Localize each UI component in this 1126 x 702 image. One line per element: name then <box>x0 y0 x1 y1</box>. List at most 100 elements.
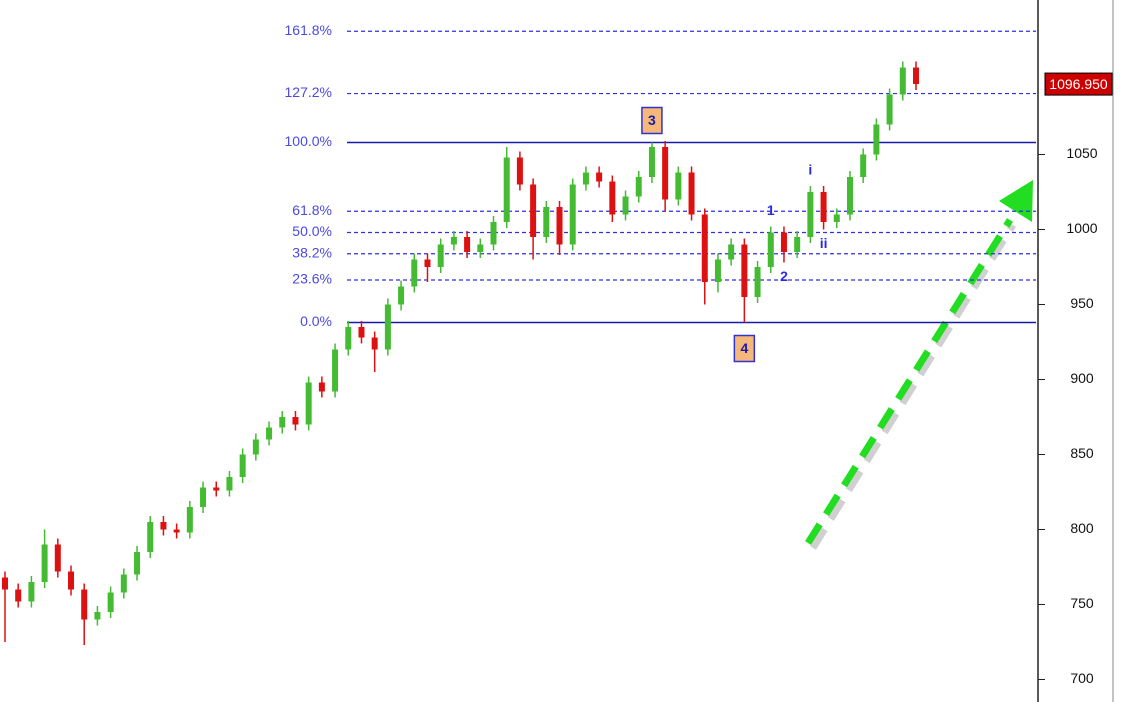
candle <box>833 208 840 228</box>
candle <box>807 186 814 243</box>
candle <box>728 238 735 266</box>
wave-label: 3 <box>648 112 656 128</box>
fib-label: 61.8% <box>292 202 332 218</box>
candle-body <box>860 154 867 177</box>
candle <box>569 178 576 251</box>
candle <box>384 298 391 356</box>
candle <box>28 576 35 608</box>
wave-label: 1 <box>767 202 775 218</box>
candle-body <box>820 192 827 222</box>
y-tick-label: 800 <box>1070 520 1094 536</box>
candle-body <box>622 196 629 215</box>
y-tick-label: 1000 <box>1066 220 1097 236</box>
wave-label: i <box>808 162 812 178</box>
y-tick-label: 850 <box>1070 445 1094 461</box>
candle <box>860 148 867 183</box>
fib-label: 38.2% <box>292 244 332 260</box>
candle-body <box>213 487 220 491</box>
candle <box>662 141 669 212</box>
candle <box>279 411 286 434</box>
candle <box>226 471 233 497</box>
candle-body <box>609 181 616 215</box>
candle <box>213 481 220 497</box>
fib-label: 50.0% <box>292 223 332 239</box>
candle-body <box>200 487 207 507</box>
candle-body <box>767 232 774 267</box>
y-tick-label: 900 <box>1070 370 1094 386</box>
candle-body <box>437 244 444 267</box>
candle <box>780 226 787 263</box>
y-tick-label: 750 <box>1070 595 1094 611</box>
candle-body <box>15 589 22 602</box>
candle-body <box>147 522 154 552</box>
candle <box>2 571 8 642</box>
candle <box>794 231 801 258</box>
arrow-shaft <box>805 218 1013 545</box>
candle <box>490 216 497 251</box>
candle <box>464 231 471 258</box>
candle <box>754 261 761 303</box>
candle <box>675 166 682 206</box>
candle-body <box>833 214 840 222</box>
candle-body <box>305 382 312 425</box>
candle-body <box>173 529 180 533</box>
candle <box>622 190 629 221</box>
candle-body <box>41 544 48 582</box>
candle-body <box>569 184 576 245</box>
candle-body <box>2 577 8 590</box>
candle <box>516 151 523 191</box>
candle-body <box>516 157 523 185</box>
fib-label: 161.8% <box>285 22 332 38</box>
y-tick-label: 950 <box>1070 295 1094 311</box>
candle-body <box>252 439 259 455</box>
candle <box>543 201 550 243</box>
candle-body <box>701 214 708 282</box>
candle <box>332 343 339 398</box>
candle-body <box>807 192 814 237</box>
candle-body <box>345 327 352 350</box>
fib-label: 100.0% <box>285 133 332 149</box>
candle-body <box>279 417 286 428</box>
candle <box>68 565 75 596</box>
candle <box>913 61 919 90</box>
candle-body <box>490 222 497 245</box>
candle <box>107 586 114 618</box>
wave-label: 4 <box>740 340 748 356</box>
fib-label: 0.0% <box>300 313 332 329</box>
candle-body <box>160 522 167 530</box>
candle-body <box>68 571 75 590</box>
candle <box>54 538 61 578</box>
candle <box>741 238 748 323</box>
candle <box>767 226 774 273</box>
candle-body <box>358 327 365 338</box>
candle <box>714 253 721 293</box>
candle <box>15 583 22 608</box>
candle <box>186 501 193 539</box>
candle-body <box>107 592 114 612</box>
candle-body <box>530 184 537 237</box>
candle <box>41 529 48 588</box>
candle-body <box>424 259 431 267</box>
candle <box>424 253 431 282</box>
fib-label: 23.6% <box>292 271 332 287</box>
candle-body <box>477 244 484 252</box>
candle-body <box>226 477 233 491</box>
candle-body <box>54 544 61 572</box>
candle <box>94 606 101 626</box>
candle-body <box>543 207 550 237</box>
candle-body <box>886 94 893 125</box>
last-price-box <box>1044 72 1113 96</box>
wave-label: 2 <box>780 268 788 284</box>
candle <box>635 171 642 203</box>
candle <box>200 481 207 513</box>
candle-body <box>318 382 325 392</box>
candle <box>411 253 418 293</box>
candle <box>252 433 259 461</box>
candle-body <box>846 177 853 215</box>
candle-body <box>332 349 339 392</box>
candle-body <box>899 67 906 95</box>
candle <box>345 321 352 356</box>
candle-body <box>873 124 880 155</box>
candle <box>450 231 457 251</box>
